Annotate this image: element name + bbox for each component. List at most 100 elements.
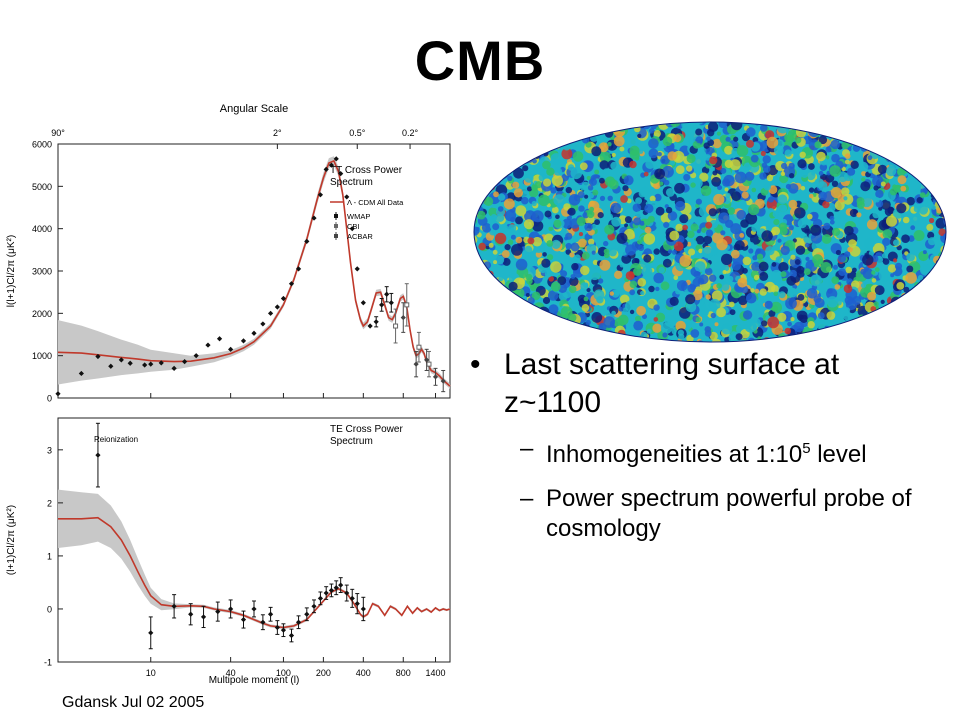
tt-wmap-point: [78, 370, 84, 377]
tt-top-tick-label: 2°: [273, 128, 282, 138]
te-data-point: [274, 624, 280, 631]
tt-legend-entry: CBI: [347, 222, 360, 231]
te-xtick-label: 10: [146, 668, 156, 678]
te-data-point: [251, 606, 257, 612]
te-xtick-label: 40: [226, 668, 236, 678]
te-ytick-label: 1: [47, 551, 52, 561]
bullet-marker: •: [470, 348, 481, 381]
tt-wmap-point: [333, 156, 339, 162]
bullet-list: • Last scattering surface at z~1100 – In…: [462, 346, 942, 544]
slide-footer: Gdansk Jul 02 2005: [62, 694, 205, 711]
te-data-point: [267, 611, 274, 617]
te-ytick-label: 0: [47, 604, 52, 614]
tt-wmap-point: [205, 342, 211, 348]
power-spectrum-figure: 0 1000 2000 3000 4000 5000 6000 Angular Scale 90…: [0, 100, 470, 700]
tt-legend-swatch: [334, 224, 338, 228]
tt-wmap-point: [354, 266, 360, 272]
tt-wmap-point: [311, 215, 317, 221]
tt-ytick-label: 2000: [32, 309, 52, 319]
te-data-point: [240, 616, 247, 623]
te-data-point: [344, 590, 350, 596]
tt-top-tick-label: 0.2°: [402, 128, 419, 138]
sky-map-outline: [473, 121, 947, 343]
tt-title-line2: Spectrum: [330, 177, 373, 188]
tt-wmap-point: [108, 363, 114, 369]
te-ytick-label: -1: [44, 658, 52, 668]
tt-wmap-point: [228, 346, 234, 352]
bullet-sub-2-text: Power spectrum powerful probe of cosmolo…: [546, 485, 912, 542]
tt-ytick-label: 3000: [32, 267, 52, 277]
te-ytick-label: 2: [47, 498, 52, 508]
te-data-point: [338, 582, 344, 588]
te-data-point: [311, 603, 317, 609]
te-xtick-label: 800: [396, 668, 411, 678]
tt-wmap-point: [216, 336, 223, 342]
bullet-main-text: Last scattering surface at z~1100: [504, 348, 840, 419]
tt-wmap-point: [384, 291, 390, 297]
tt-wmap-point: [148, 361, 154, 367]
sub-bullet-marker: –: [520, 435, 534, 462]
te-ylabel: (l+1)Cl/2π (μK²): [6, 505, 17, 575]
tt-cbi-point: [404, 302, 410, 308]
tt-top-axis-label: Angular Scale: [220, 103, 289, 115]
te-xtick-label: 1400: [426, 668, 446, 678]
sky-map-texture: [474, 122, 946, 342]
bullet-main: • Last scattering surface at z~1100: [462, 346, 942, 422]
bullet-sub-1-rest: level: [810, 441, 867, 468]
te-title-line2: Spectrum: [330, 436, 373, 447]
te-data-point: [228, 606, 234, 612]
te-data-point: [354, 601, 360, 607]
te-data-point: [95, 452, 101, 458]
te-data-point: [280, 627, 287, 633]
tt-wmap-point: [182, 358, 188, 365]
tt-wmap-point: [344, 194, 350, 200]
te-data-point: [317, 595, 324, 601]
te-data-point: [349, 595, 355, 601]
tt-acbar-point: [432, 374, 439, 380]
tt-ytick-label: 1000: [32, 351, 52, 361]
tt-wmap-point: [118, 357, 124, 363]
tt-wmap-point: [171, 365, 177, 371]
te-ytick-label: 3: [47, 445, 52, 455]
te-data-point: [171, 603, 177, 609]
te-data-point: [360, 606, 366, 612]
tt-legend-swatch: [334, 214, 338, 218]
te-data-point: [328, 587, 335, 593]
te-xtick-label: 400: [356, 668, 371, 678]
bullet-sub-1-exponent: 5: [802, 440, 811, 457]
tt-ytick-label: 0: [47, 394, 52, 404]
te-annotation: Reionization: [94, 435, 138, 444]
te-xtick-label: 100: [276, 668, 291, 678]
te-data-point: [200, 614, 207, 620]
tt-wmap-point: [193, 353, 199, 359]
cmb-sky-map: [470, 118, 950, 346]
bullet-sub-2: – Power spectrum powerful probe of cosmo…: [462, 484, 942, 544]
tt-uncertainty-band: [58, 156, 450, 389]
tt-legend-entry: WMAP: [347, 212, 370, 221]
tt-wmap-point: [338, 171, 344, 177]
tt-wmap-point: [304, 238, 310, 244]
te-title-line1: TE Cross Power: [330, 424, 403, 435]
tt-acbar-point: [424, 357, 430, 363]
bullet-sub-1: – Inhomogeneities at 1:105 level: [462, 434, 942, 470]
te-data-point: [304, 611, 310, 617]
tt-wmap-point: [274, 304, 280, 310]
te-data-point: [323, 590, 329, 596]
te-xlabel: Multipole moment (l): [209, 675, 300, 686]
tt-wmap-point: [251, 330, 257, 336]
tt-wmap-point: [388, 300, 394, 306]
tt-wmap-point: [240, 338, 247, 344]
tt-ylabel: l(l+1)Cl/2π (μK²): [6, 235, 17, 307]
tt-wmap-point: [142, 362, 148, 368]
te-data-point: [295, 619, 302, 625]
tt-legend-entry: ACBAR: [347, 232, 373, 241]
tt-title-line1: TT Cross Power: [330, 165, 403, 176]
cmb-sky-map-svg: [473, 121, 947, 343]
tt-wmap-point: [349, 226, 355, 232]
tt-top-tick-label: 0.5°: [349, 128, 366, 138]
tt-acbar-point: [440, 378, 446, 384]
te-data-point: [260, 619, 266, 625]
tt-legend-swatch: [334, 234, 338, 238]
te-data-point: [188, 611, 194, 617]
